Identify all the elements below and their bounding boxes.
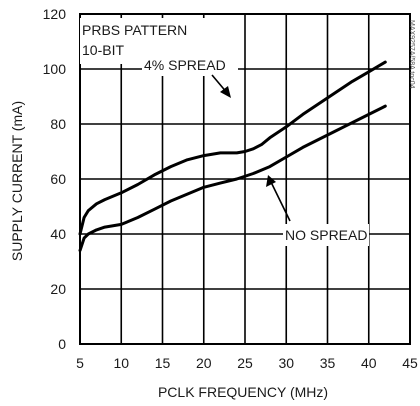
pattern-label-line2: 10-BIT [82, 42, 124, 58]
spread-arrowhead [220, 86, 231, 98]
y-tick-labels: 0 20 40 60 80 100 120 [43, 6, 67, 352]
annotations: PRBS PATTERN 10-BIT 4% SPREAD NO SPREAD … [80, 18, 415, 246]
plot-frame [79, 13, 411, 345]
y-axis-title: SUPPLY CURRENT (mA) [9, 101, 25, 261]
x-tick-label-5: 5 [76, 355, 84, 371]
y-tick-label-120: 120 [43, 6, 67, 22]
y-tick-label-80: 80 [50, 116, 66, 132]
y-tick-label-40: 40 [50, 226, 66, 242]
x-tick-label-20: 20 [196, 355, 212, 371]
y-tick-label-20: 20 [50, 281, 66, 297]
x-tick-label-10: 10 [113, 355, 129, 371]
toc-watermark: MAX9257A/58A toc04 [408, 20, 415, 89]
x-axis-title: PCLK FREQUENCY (MHz) [158, 384, 328, 400]
no-spread-leader-line [269, 179, 291, 222]
no-spread-label: NO SPREAD [285, 227, 367, 243]
pattern-label-line1: PRBS PATTERN [82, 22, 187, 38]
x-tick-label-40: 40 [361, 355, 377, 371]
y-tick-label-100: 100 [43, 61, 67, 77]
y-tick-label-60: 60 [50, 171, 66, 187]
spread-label-background [142, 54, 238, 76]
series-line-spread [78, 60, 387, 236]
x-tick-label-35: 35 [320, 355, 336, 371]
x-tick-label-15: 15 [155, 355, 171, 371]
no-spread-arrowhead [266, 175, 276, 187]
x-tick-label-45: 45 [402, 355, 418, 371]
x-tick-labels: 5 10 15 20 25 30 35 40 45 [76, 355, 418, 371]
y-tick-label-0: 0 [58, 336, 66, 352]
series-line-no-spread [78, 104, 387, 252]
x-tick-label-25: 25 [237, 355, 253, 371]
no-spread-label-background [283, 224, 369, 246]
series-group [78, 60, 387, 252]
spread-label: 4% SPREAD [144, 57, 226, 73]
x-tick-label-30: 30 [278, 355, 294, 371]
